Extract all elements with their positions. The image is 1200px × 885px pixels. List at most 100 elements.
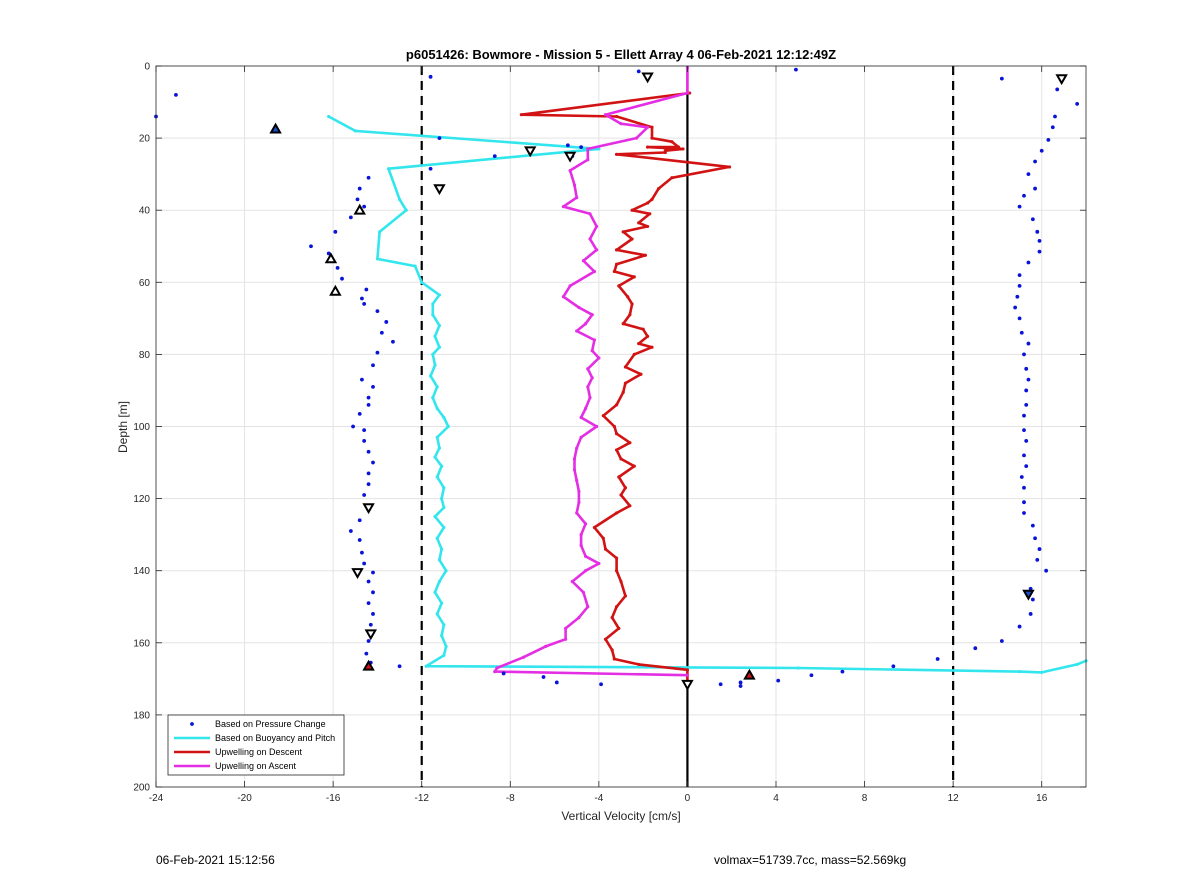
triangle-up-marker xyxy=(269,122,282,134)
series-vertex xyxy=(632,464,636,468)
triangle-down-marker xyxy=(351,568,364,580)
series-vertex xyxy=(431,396,435,400)
series-vertex xyxy=(420,280,424,284)
pressure-point xyxy=(1024,464,1029,469)
series-vertex xyxy=(575,478,579,483)
series-vertex xyxy=(544,644,548,649)
series-vertex xyxy=(435,385,439,389)
x-tick-label: -20 xyxy=(237,793,252,804)
series-vertex xyxy=(590,313,594,317)
series-vertex xyxy=(612,657,616,661)
pressure-point xyxy=(366,471,371,476)
pressure-point xyxy=(1017,316,1022,321)
series-vertex xyxy=(444,644,448,649)
series-vertex xyxy=(440,601,444,605)
pressure-point xyxy=(360,550,364,555)
pressure-point xyxy=(357,186,362,191)
series-vertex xyxy=(623,381,628,385)
pressure-point xyxy=(579,145,584,150)
series-vertex xyxy=(617,284,621,288)
pressure-point xyxy=(1075,101,1080,106)
series-vertex xyxy=(645,145,650,149)
x-tick-label: -8 xyxy=(506,793,515,804)
series-vertex xyxy=(685,668,690,672)
pressure-point xyxy=(1035,557,1040,562)
triangle-up-marker xyxy=(324,252,338,264)
pressure-point xyxy=(355,197,360,202)
series-vertex xyxy=(433,455,437,459)
pressure-point xyxy=(973,646,978,651)
pressure-point xyxy=(794,67,798,72)
pressure-point xyxy=(1022,511,1026,515)
series-vertex xyxy=(628,313,632,317)
triangle-down-marker xyxy=(681,679,694,691)
pressure-point xyxy=(309,244,313,249)
pressure-point xyxy=(1022,193,1026,198)
series-vertex xyxy=(595,424,599,429)
series-vertex xyxy=(397,197,402,201)
pressure-point xyxy=(1026,172,1031,177)
series-vertex xyxy=(650,197,654,201)
pressure-point xyxy=(1022,453,1026,458)
series-vertex xyxy=(592,338,597,342)
pressure-point xyxy=(366,395,371,400)
pressure-point xyxy=(371,590,375,595)
series-vertex xyxy=(637,662,641,667)
series-vertex xyxy=(435,612,439,616)
pressure-point xyxy=(599,682,603,687)
pressure-point xyxy=(1024,366,1029,371)
y-tick-label: 40 xyxy=(139,206,151,217)
series-vertex xyxy=(442,415,446,420)
series-vertex xyxy=(626,295,630,299)
pressure-point xyxy=(1019,330,1024,335)
series-vertex xyxy=(583,322,588,326)
pressure-point xyxy=(1033,536,1037,541)
series-vertex xyxy=(603,637,608,641)
series-layer xyxy=(154,66,1088,688)
series-vertex xyxy=(628,441,632,445)
series-vertex xyxy=(685,673,690,677)
series-vertex xyxy=(645,125,650,129)
series-vertex xyxy=(621,390,625,394)
series-vertex xyxy=(645,224,650,229)
pressure-point xyxy=(935,657,940,661)
pressure-point xyxy=(1030,217,1035,222)
pressure-point xyxy=(366,482,371,487)
series-vertex xyxy=(617,626,621,630)
pressure-point xyxy=(1024,388,1029,393)
pressure-point xyxy=(362,204,367,209)
series-vertex xyxy=(588,237,592,241)
pressure-point xyxy=(999,76,1004,81)
series-vertex xyxy=(433,590,437,594)
series-vertex xyxy=(437,446,442,450)
pressure-point xyxy=(360,296,364,301)
pressure-point xyxy=(1026,260,1031,265)
series-vertex xyxy=(579,435,583,439)
series-vertex xyxy=(577,489,581,493)
pressure-point xyxy=(391,339,395,344)
pressure-point xyxy=(364,287,369,292)
y-tick-label: 80 xyxy=(139,350,151,361)
pressure-point xyxy=(1037,249,1042,254)
pressure-point xyxy=(371,384,375,389)
series-vertex xyxy=(442,653,446,658)
pressure-point xyxy=(335,265,340,270)
pressure-point xyxy=(1022,428,1026,433)
pressure-point xyxy=(809,673,814,678)
series-vertex xyxy=(579,543,583,548)
series-vertex xyxy=(670,176,674,180)
pressure-point xyxy=(1017,204,1022,209)
pressure-point xyxy=(1017,273,1022,277)
series-vertex xyxy=(521,655,526,659)
series-vertex xyxy=(595,248,599,252)
series-vertex xyxy=(583,522,588,526)
series-vertex xyxy=(440,633,444,638)
series-vertex xyxy=(404,208,408,212)
pressure-point xyxy=(1028,612,1033,616)
pressure-point xyxy=(1026,341,1031,346)
pressure-point xyxy=(371,612,375,616)
series-vertex xyxy=(619,122,623,126)
pressure-point xyxy=(379,330,384,335)
pressure-point xyxy=(362,439,367,443)
